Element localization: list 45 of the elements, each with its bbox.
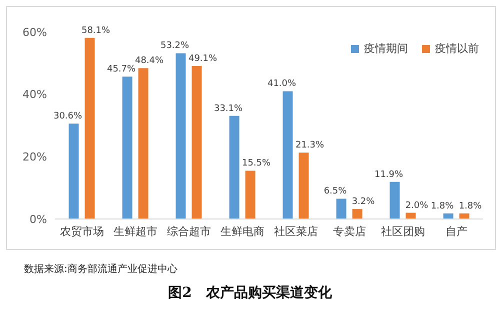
x-tick-label: 农贸市场 <box>60 224 104 238</box>
bar <box>390 182 400 219</box>
x-tick-label: 生鲜电商 <box>220 224 264 238</box>
data-label: 53.2% <box>160 41 190 52</box>
data-label: 6.5% <box>324 186 348 197</box>
bar <box>245 170 256 219</box>
bar <box>352 209 362 219</box>
data-label: 1.8% <box>458 201 482 212</box>
y-tick-label: 20% <box>22 150 47 164</box>
bar <box>282 91 293 219</box>
data-label: 33.1% <box>214 104 244 114</box>
x-tick-label: 专卖店 <box>332 224 366 238</box>
data-label: 3.2% <box>352 197 376 208</box>
x-tick-label: 综合超市 <box>166 224 211 238</box>
data-label: 58.1% <box>81 26 111 36</box>
bar <box>229 116 240 219</box>
y-tick-label: 40% <box>22 88 47 102</box>
data-label: 41.0% <box>267 79 297 90</box>
text: 图2 农产品购买渠道变化 <box>167 284 333 302</box>
x-tick-label: 社区菜店 <box>274 224 318 238</box>
data-label: 48.4% <box>134 56 164 66</box>
x-tick-label: 自产 <box>445 224 468 238</box>
data-label: 45.7% <box>106 64 136 75</box>
bar <box>138 68 148 219</box>
bar <box>84 38 95 219</box>
bar <box>122 76 132 219</box>
x-tick-label: 社区团购 <box>380 224 425 238</box>
y-tick-label: 0% <box>30 212 47 226</box>
bar <box>68 124 79 219</box>
legend-label: 疫情期间 <box>363 41 408 56</box>
data-label: 15.5% <box>242 158 272 169</box>
bar <box>298 152 309 219</box>
legend-label: 疫情以前 <box>434 41 479 56</box>
source-note: 数据来源:商务部流通产业促进中心 <box>24 262 178 276</box>
y-tick-label: 60% <box>22 26 47 39</box>
x-tick-label: 生鲜超市 <box>113 224 158 238</box>
data-label: 21.3% <box>295 140 325 151</box>
bar <box>336 198 346 219</box>
data-label: 30.6% <box>53 112 83 122</box>
data-label: 11.9% <box>374 170 404 180</box>
data-label: 1.8% <box>430 201 454 212</box>
bar <box>192 66 202 219</box>
data-label: 49.1% <box>188 54 218 64</box>
data-label: 2.0% <box>405 200 429 211</box>
bar <box>176 53 186 219</box>
